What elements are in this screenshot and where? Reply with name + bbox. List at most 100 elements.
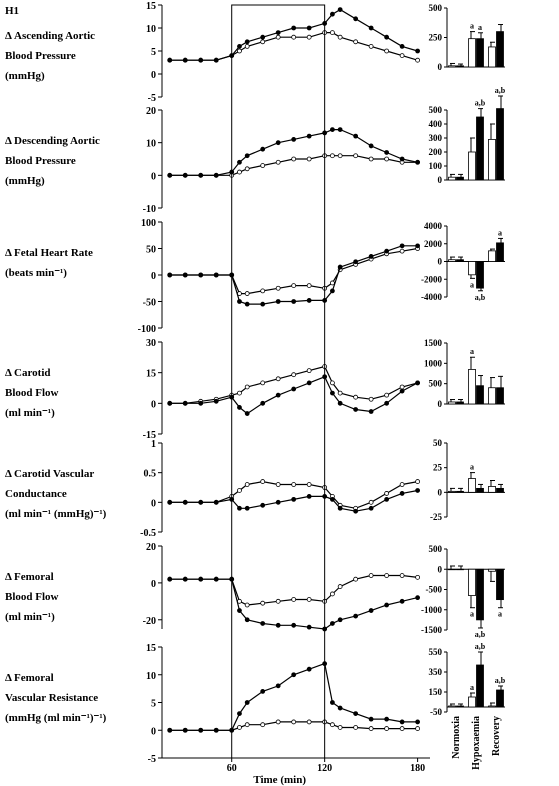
data-point xyxy=(337,705,343,711)
panel-title: (ml min⁻¹) xyxy=(5,407,55,419)
data-point xyxy=(182,57,188,63)
y-tick-label: 15 xyxy=(146,369,156,380)
data-point xyxy=(291,136,297,142)
bar xyxy=(456,65,464,68)
y-tick-label: 0 xyxy=(151,271,156,282)
data-point xyxy=(384,392,390,398)
data-point xyxy=(384,400,390,406)
significance-label: a,b xyxy=(495,86,506,95)
bar xyxy=(456,259,464,262)
data-point xyxy=(275,30,281,35)
data-point xyxy=(384,573,390,578)
y-tick-label: 10 xyxy=(146,139,156,150)
y-tick-label: 2000 xyxy=(424,239,443,249)
data-point xyxy=(260,146,266,152)
data-point xyxy=(399,491,405,496)
data-point xyxy=(415,48,421,54)
data-point xyxy=(182,272,188,278)
bar xyxy=(468,478,476,493)
data-point xyxy=(368,505,374,511)
data-point xyxy=(384,150,390,155)
data-point xyxy=(275,285,281,291)
data-point xyxy=(337,7,343,13)
bar xyxy=(448,65,456,68)
data-point xyxy=(368,254,374,259)
data-point xyxy=(415,57,421,63)
data-point xyxy=(182,172,188,178)
data-point xyxy=(244,602,250,608)
bar xyxy=(448,176,456,181)
data-point xyxy=(399,53,405,58)
panel-title: Conductance xyxy=(5,488,67,500)
bar xyxy=(496,242,504,262)
data-point xyxy=(306,133,312,139)
data-point xyxy=(198,576,204,582)
y-tick-label: 0 xyxy=(438,62,443,72)
y-tick-label: 30 xyxy=(146,338,156,349)
data-point xyxy=(330,30,335,35)
data-point xyxy=(198,172,204,178)
data-point xyxy=(244,153,250,159)
data-point xyxy=(275,622,281,628)
y-tick-label: 5 xyxy=(151,47,156,58)
y-tick-label: 15 xyxy=(146,1,156,12)
y-tick-label: 15 xyxy=(146,643,156,654)
y-tick-label: 0 xyxy=(438,257,443,267)
data-point xyxy=(306,156,312,162)
bar xyxy=(448,490,456,493)
y-tick-label: -50 xyxy=(143,298,156,309)
bar xyxy=(488,705,496,708)
bar xyxy=(488,568,496,572)
data-point xyxy=(353,508,359,514)
data-point xyxy=(275,683,281,689)
data-point xyxy=(198,57,204,63)
data-point xyxy=(182,727,188,733)
y-tick-label: -500 xyxy=(426,585,443,595)
data-point xyxy=(399,726,405,731)
data-point xyxy=(167,272,173,278)
panel-title: Blood Pressure xyxy=(5,155,76,167)
bar xyxy=(468,696,476,708)
data-point xyxy=(353,153,359,159)
data-point xyxy=(337,153,343,159)
data-point xyxy=(306,368,312,374)
data-point xyxy=(260,689,266,694)
panel-title: Blood Pressure xyxy=(5,50,76,62)
data-point xyxy=(167,576,173,582)
data-point xyxy=(244,44,250,49)
data-point xyxy=(330,591,335,597)
y-tick-label: -15 xyxy=(143,430,156,441)
y-tick-label: 500 xyxy=(429,379,443,389)
bar xyxy=(496,108,504,181)
data-point xyxy=(306,624,312,630)
significance-label: a xyxy=(470,683,474,692)
bar xyxy=(496,568,504,601)
data-point xyxy=(291,622,297,628)
y-tick-label: 500 xyxy=(429,544,443,554)
data-point xyxy=(399,719,405,725)
y-tick-label: 100 xyxy=(429,161,443,171)
data-point xyxy=(337,725,343,730)
bar xyxy=(468,568,476,596)
data-point xyxy=(330,288,335,294)
y-tick-label: 20 xyxy=(146,106,156,117)
data-point xyxy=(244,411,250,416)
data-point xyxy=(260,163,266,168)
y-tick-label: 0 xyxy=(151,70,156,81)
data-point xyxy=(353,725,359,730)
data-point xyxy=(415,574,421,580)
y-tick-label: 400 xyxy=(429,119,443,129)
panel-title: (beats min⁻¹) xyxy=(5,267,67,279)
data-point xyxy=(415,243,421,249)
data-point xyxy=(167,727,173,733)
data-point xyxy=(330,127,335,133)
x-tick-label: 180 xyxy=(410,763,425,774)
data-point xyxy=(368,608,374,613)
data-point xyxy=(306,25,312,31)
data-point xyxy=(260,380,266,386)
series-line xyxy=(169,365,418,404)
series-line xyxy=(169,578,418,630)
data-point xyxy=(306,298,312,303)
bar xyxy=(448,401,456,405)
significance-label: a xyxy=(470,610,474,619)
